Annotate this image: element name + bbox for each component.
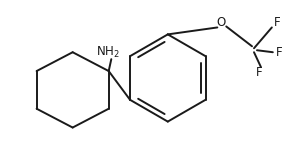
Text: F: F	[274, 16, 280, 29]
Text: F: F	[275, 46, 282, 59]
Text: O: O	[217, 16, 226, 29]
Text: NH$_2$: NH$_2$	[96, 45, 120, 60]
Text: F: F	[256, 66, 262, 79]
